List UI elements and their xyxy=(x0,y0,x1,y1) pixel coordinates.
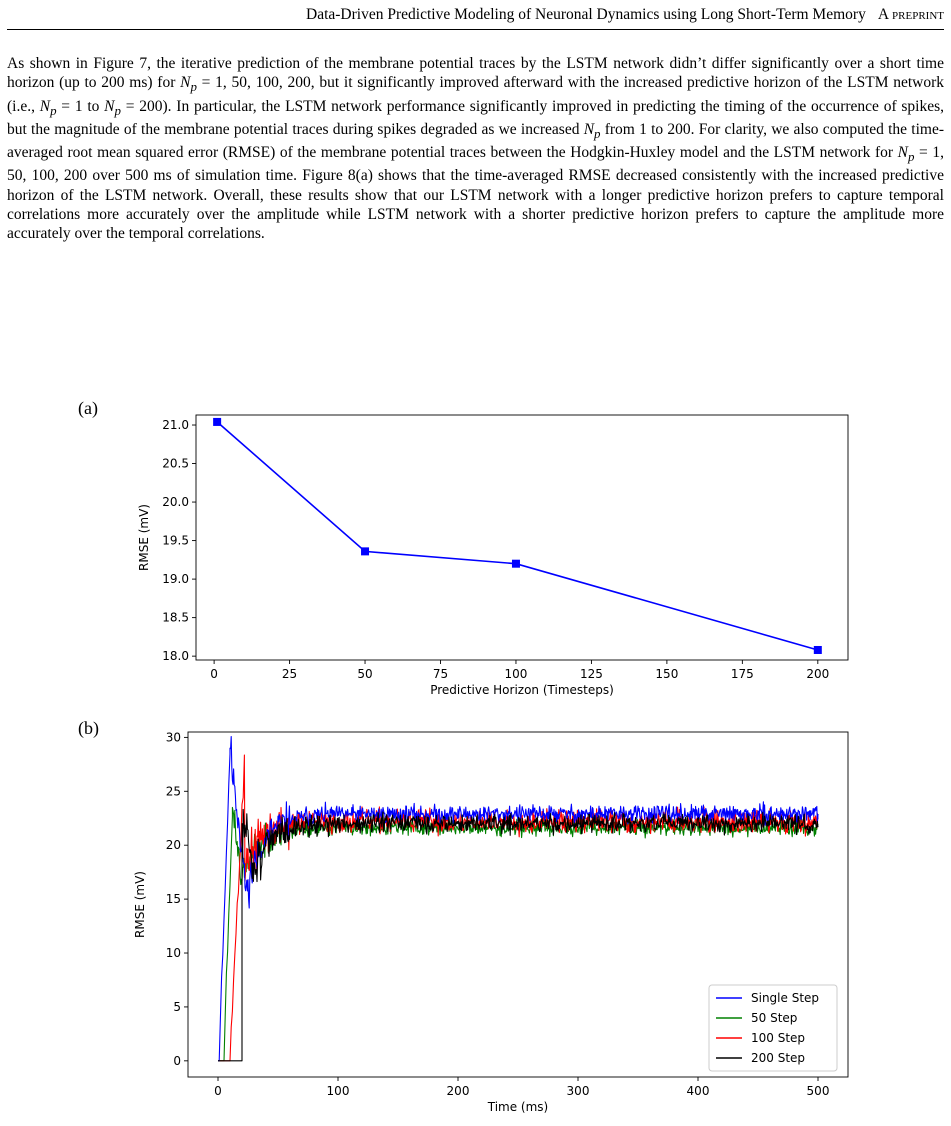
legend-label: 100 Step xyxy=(751,1031,805,1045)
header-title: Data-Driven Predictive Modeling of Neuro… xyxy=(306,6,866,23)
a-ytick-label: 18.0 xyxy=(162,649,189,663)
b-xtick-label: 500 xyxy=(807,1084,830,1098)
a-frame xyxy=(195,414,849,661)
a-ytick-label: 18.5 xyxy=(162,611,189,625)
b-ytick-label: 0 xyxy=(173,1054,181,1068)
a-xtick-label: 25 xyxy=(282,667,297,681)
b-xtick-label: 300 xyxy=(567,1084,590,1098)
a-data-point xyxy=(361,547,370,556)
a-xtick-label: 100 xyxy=(505,667,528,681)
legend-box xyxy=(708,984,838,1072)
b-ylabel: RMSE (mV) xyxy=(133,871,147,938)
b-xtick-label: 0 xyxy=(214,1084,222,1098)
a-data-point xyxy=(511,559,520,568)
panel-label-a: (a) xyxy=(78,398,98,418)
b-ytick-label: 10 xyxy=(166,946,181,960)
a-xtick-label: 150 xyxy=(655,667,678,681)
a-xtick-label: 175 xyxy=(731,667,754,681)
b-ytick-label: 25 xyxy=(166,784,181,798)
a-ytick-label: 20.5 xyxy=(162,457,189,471)
a-ytick-label: 19.0 xyxy=(162,572,189,586)
a-ytick-label: 21.0 xyxy=(162,418,189,432)
a-data-point xyxy=(813,645,822,654)
a-xtick-label: 200 xyxy=(806,667,829,681)
a-data-point xyxy=(213,417,222,426)
body-paragraph: As shown in Figure 7, the iterative pred… xyxy=(7,55,945,242)
legend-label: Single Step xyxy=(751,991,819,1005)
panel-label-b: (b) xyxy=(78,718,99,738)
a-xtick-label: 75 xyxy=(433,667,448,681)
b-ytick-label: 20 xyxy=(166,838,181,852)
legend-label: 50 Step xyxy=(751,1011,797,1025)
a-ylabel: RMSE (mV) xyxy=(137,504,151,571)
a-xtick-label: 0 xyxy=(210,667,218,681)
header-tag: A preprint xyxy=(877,6,944,23)
running-header: Data-Driven Predictive Modeling of Neuro… xyxy=(0,6,944,24)
b-xtick-label: 400 xyxy=(687,1084,710,1098)
b-xtick-label: 200 xyxy=(447,1084,470,1098)
b-ytick-label: 15 xyxy=(166,892,181,906)
b-ytick-label: 5 xyxy=(173,1000,181,1014)
b-xlabel: Time (ms) xyxy=(487,1100,549,1114)
a-series-line xyxy=(216,421,819,651)
header-rule xyxy=(7,29,944,30)
b-series-line xyxy=(218,735,819,1062)
b-series-line xyxy=(218,808,819,1062)
b-frame xyxy=(187,731,849,1078)
b-ytick-label: 30 xyxy=(166,730,181,744)
a-ytick-label: 20.0 xyxy=(162,495,189,509)
b-xtick-label: 100 xyxy=(327,1084,350,1098)
legend-label: 200 Step xyxy=(751,1051,805,1065)
a-xtick-label: 50 xyxy=(357,667,372,681)
a-ytick-label: 19.5 xyxy=(162,534,189,548)
a-xtick-label: 125 xyxy=(580,667,603,681)
a-xlabel: Predictive Horizon (Timesteps) xyxy=(430,683,614,697)
